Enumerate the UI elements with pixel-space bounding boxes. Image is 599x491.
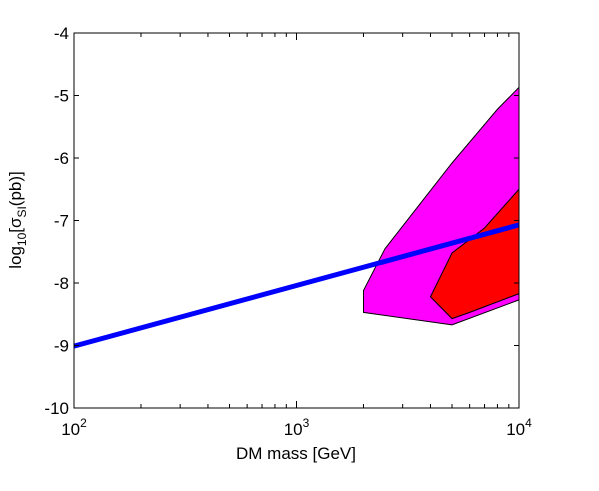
y-tick-label: -5: [54, 87, 69, 106]
chart-marks: [73, 86, 520, 349]
y-tick-label: -6: [54, 149, 69, 168]
x-tick-label: 102: [61, 416, 87, 439]
y-tick-label: -4: [54, 24, 69, 43]
x-axis-label: DM mass [GeV]: [236, 444, 356, 463]
plot-frame: [73, 32, 520, 409]
y-tick-label: -10: [44, 399, 69, 418]
y-tick-label: -7: [54, 212, 69, 231]
y-tick-label: -8: [54, 274, 69, 293]
y-axis-label: log10[σSI(pb)]: [6, 171, 29, 269]
x-tick-label: 104: [506, 416, 532, 439]
tick-labels: -10 -9 -8 -7 -6 -5 -4 102 103 104: [44, 24, 532, 439]
blue-line-series: [73, 222, 520, 349]
x-tick-label: 103: [284, 416, 310, 439]
y-tick-label: -9: [54, 337, 69, 356]
